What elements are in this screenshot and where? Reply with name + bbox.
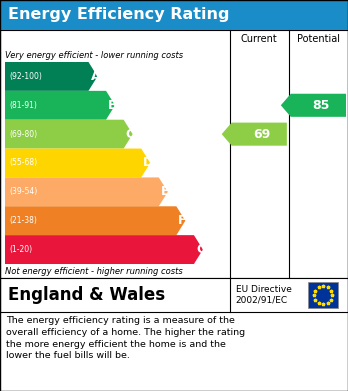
Text: 69: 69 xyxy=(254,127,271,141)
Text: The energy efficiency rating is a measure of the
overall efficiency of a home. T: The energy efficiency rating is a measur… xyxy=(6,316,245,361)
Text: Current: Current xyxy=(241,34,278,44)
Polygon shape xyxy=(5,178,168,206)
Text: (21-38): (21-38) xyxy=(9,216,37,225)
Text: EU Directive
2002/91/EC: EU Directive 2002/91/EC xyxy=(236,285,292,305)
Text: C: C xyxy=(126,127,135,141)
Text: F: F xyxy=(179,214,187,227)
Text: D: D xyxy=(143,156,153,170)
Bar xyxy=(0,30,348,278)
Polygon shape xyxy=(5,206,185,235)
Bar xyxy=(308,282,338,308)
Bar xyxy=(0,0,348,30)
Polygon shape xyxy=(5,120,133,149)
Polygon shape xyxy=(222,123,287,146)
Polygon shape xyxy=(5,62,97,91)
Polygon shape xyxy=(281,94,346,117)
Text: (39-54): (39-54) xyxy=(9,187,37,196)
Text: (69-80): (69-80) xyxy=(9,130,37,139)
Text: Very energy efficient - lower running costs: Very energy efficient - lower running co… xyxy=(5,50,183,59)
Text: Energy Efficiency Rating: Energy Efficiency Rating xyxy=(8,7,229,23)
Polygon shape xyxy=(5,91,115,120)
Polygon shape xyxy=(5,149,150,178)
Polygon shape xyxy=(5,235,203,264)
Text: Potential: Potential xyxy=(297,34,340,44)
Text: G: G xyxy=(196,243,206,256)
Text: Not energy efficient - higher running costs: Not energy efficient - higher running co… xyxy=(5,267,183,276)
Text: (1-20): (1-20) xyxy=(9,245,32,254)
Text: A: A xyxy=(90,70,100,83)
Text: B: B xyxy=(108,99,118,112)
Text: (55-68): (55-68) xyxy=(9,158,37,167)
Text: (81-91): (81-91) xyxy=(9,101,37,110)
Text: (92-100): (92-100) xyxy=(9,72,42,81)
Text: 85: 85 xyxy=(313,99,330,112)
Text: E: E xyxy=(161,185,169,198)
Bar xyxy=(0,278,348,312)
Text: England & Wales: England & Wales xyxy=(8,286,165,304)
